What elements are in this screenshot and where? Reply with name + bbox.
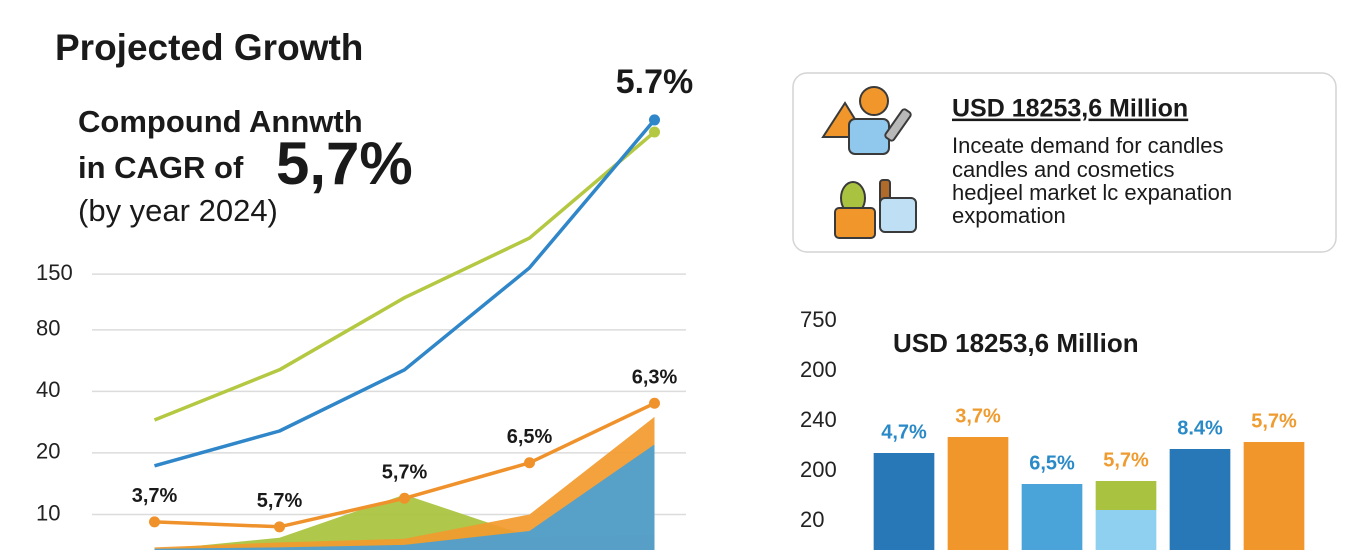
card-line: candles and cosmetics bbox=[952, 157, 1175, 182]
bar-label: 5,7% bbox=[1251, 410, 1297, 432]
line bbox=[154, 118, 656, 468]
point bbox=[524, 457, 535, 469]
card-line: Inceate demand for candles bbox=[952, 133, 1224, 158]
point bbox=[649, 126, 660, 138]
y-tick-label: 200 bbox=[800, 457, 837, 482]
point-label: 6,5% bbox=[507, 426, 553, 448]
point-label: 3,7% bbox=[132, 485, 178, 507]
bar-label: 5,7% bbox=[1103, 449, 1149, 471]
point bbox=[274, 521, 285, 533]
subtitle: Compound Annwth bbox=[78, 104, 363, 139]
bar bbox=[873, 453, 935, 550]
area bbox=[154, 494, 655, 550]
subtitle: in CAGR of bbox=[78, 150, 244, 185]
point-label: 6,3% bbox=[632, 367, 678, 389]
y-tick-label: 10 bbox=[36, 500, 60, 525]
annotation: 5.7% bbox=[616, 63, 694, 101]
bar-label: 8.4% bbox=[1177, 417, 1223, 439]
bar bbox=[1095, 481, 1157, 510]
chart-title: USD 18253,6 Million bbox=[893, 328, 1139, 358]
bar bbox=[947, 437, 1009, 550]
card-title: USD 18253,6 Million bbox=[952, 95, 1188, 123]
y-tick-label: 20 bbox=[36, 439, 60, 464]
point-label: 5,7% bbox=[382, 462, 428, 484]
card-line: hedjeel market lc expanation bbox=[952, 180, 1232, 205]
bar bbox=[1169, 449, 1231, 550]
bar-label: 4,7% bbox=[881, 421, 927, 443]
y-tick-label: 80 bbox=[36, 316, 60, 341]
y-tick-label: 200 bbox=[800, 357, 837, 382]
point bbox=[149, 516, 160, 528]
card-line: expomation bbox=[952, 203, 1066, 228]
highlight: 5,7% bbox=[276, 130, 413, 197]
y-tick-label: 240 bbox=[800, 407, 837, 432]
bar bbox=[1021, 484, 1083, 550]
y-tick-label: 150 bbox=[36, 260, 73, 285]
point bbox=[399, 492, 410, 504]
line bbox=[153, 130, 656, 422]
y-tick-label: 40 bbox=[36, 377, 60, 402]
y-tick-label: 750 bbox=[800, 307, 837, 332]
point bbox=[649, 397, 660, 409]
card bbox=[792, 72, 1337, 253]
bar bbox=[1095, 510, 1157, 550]
area bbox=[154, 416, 655, 550]
point bbox=[649, 114, 660, 126]
area bbox=[154, 444, 655, 550]
bar-label: 6,5% bbox=[1029, 452, 1075, 474]
page-title: Projected Growth bbox=[55, 27, 363, 68]
subtitle: (by year 2024) bbox=[78, 193, 278, 228]
card-icons bbox=[821, 86, 917, 239]
point-label: 5,7% bbox=[257, 490, 303, 512]
y-tick-label: 20 bbox=[800, 507, 824, 532]
bar-label: 3,7% bbox=[955, 405, 1001, 427]
bar bbox=[1243, 442, 1305, 550]
